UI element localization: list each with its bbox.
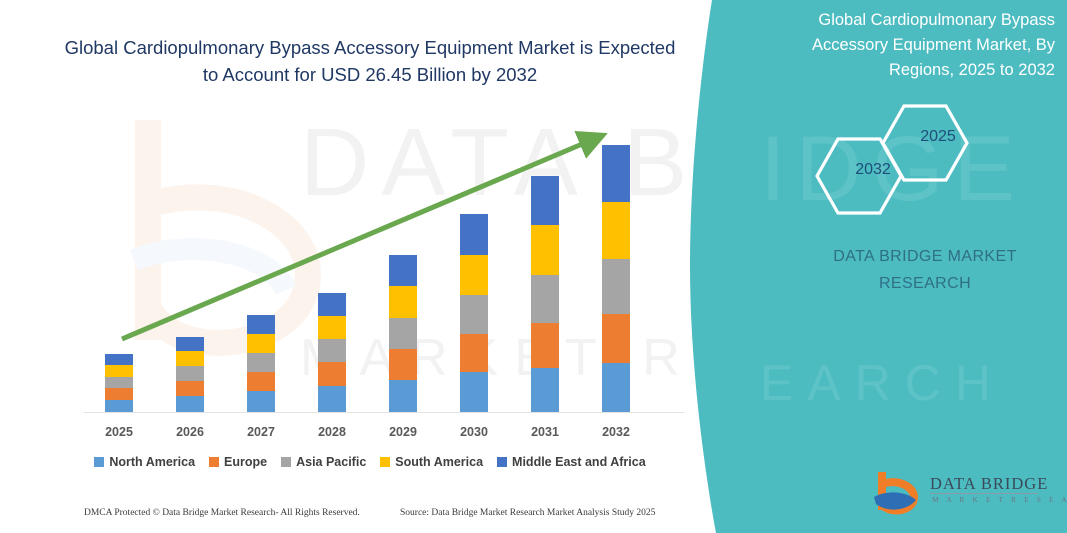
bar-segment[interactable]	[389, 318, 417, 349]
legend-label: South America	[395, 455, 484, 469]
bar-segment[interactable]	[247, 315, 275, 334]
legend-label: Europe	[224, 455, 268, 469]
bar-segment[interactable]	[247, 372, 275, 391]
hexagon-2025	[881, 104, 969, 182]
chart-baseline	[84, 412, 684, 413]
legend-item[interactable]: Middle East and Africa	[497, 455, 646, 469]
trend-arrow-icon	[121, 131, 608, 342]
legend-label: Middle East and Africa	[512, 455, 646, 469]
bar-segment[interactable]	[531, 368, 559, 412]
x-tick-2027: 2027	[247, 425, 275, 439]
bar-segment[interactable]	[105, 354, 133, 365]
bar-segment[interactable]	[247, 334, 275, 353]
bar-2031[interactable]	[531, 176, 559, 412]
bar-segment[interactable]	[531, 176, 559, 225]
bar-segment[interactable]	[105, 377, 133, 388]
legend-label: North America	[109, 455, 196, 469]
bar-2029[interactable]	[389, 255, 417, 412]
logo-name: DATA BRIDGE	[930, 474, 1049, 493]
legend-swatch-icon	[281, 457, 292, 467]
bar-segment[interactable]	[460, 295, 488, 334]
legend-item[interactable]: South America	[380, 455, 483, 469]
page-title: Global Cardiopulmonary Bypass Accessory …	[64, 37, 676, 85]
legend-item[interactable]: Asia Pacific	[281, 455, 366, 469]
hexagon-2025-label: 2025	[920, 128, 956, 145]
bar-2025[interactable]	[105, 354, 133, 412]
bar-segment[interactable]	[105, 400, 133, 412]
legend-swatch-icon	[209, 457, 220, 467]
bar-segment[interactable]	[176, 396, 204, 412]
bar-segment[interactable]	[318, 362, 346, 386]
hexagon-2032	[815, 137, 903, 215]
logo-mark-icon	[874, 472, 919, 515]
bar-segment[interactable]	[460, 334, 488, 372]
bar-segment[interactable]	[176, 366, 204, 381]
bar-segment[interactable]	[460, 372, 488, 412]
left-panel: Global Cardiopulmonary Bypass Accessory …	[0, 37, 740, 518]
x-tick-2026: 2026	[176, 425, 204, 439]
bar-2032[interactable]	[602, 145, 630, 412]
svg-text:EARCH: EARCH	[760, 355, 1005, 411]
logo-subtitle: M A R K E T R E S E A R C H	[932, 495, 1067, 504]
bar-segment[interactable]	[105, 365, 133, 377]
bar-segment[interactable]	[531, 225, 559, 275]
hexagon-2032-label: 2032	[855, 161, 891, 178]
legend-swatch-icon	[497, 457, 508, 467]
bar-segment[interactable]	[318, 293, 346, 316]
x-tick-2030: 2030	[460, 425, 488, 439]
bar-segment[interactable]	[389, 286, 417, 318]
bar-segment[interactable]	[531, 275, 559, 323]
brand-name: DATA BRIDGE MARKET RESEARCH	[833, 248, 1017, 292]
right-panel-title: Global Cardiopulmonary Bypass Accessory …	[811, 11, 1055, 79]
bar-segment[interactable]	[602, 363, 630, 412]
bar-segment[interactable]	[602, 145, 630, 202]
company-logo: DATA BRIDGE M A R K E T R E S E A R C H	[872, 470, 1067, 516]
x-tick-2029: 2029	[389, 425, 417, 439]
bar-segment[interactable]	[531, 323, 559, 368]
bar-segment[interactable]	[389, 380, 417, 412]
bar-2030[interactable]	[460, 214, 488, 412]
bar-segment[interactable]	[318, 339, 346, 362]
legend-item[interactable]: Europe	[209, 455, 267, 469]
bar-segment[interactable]	[389, 255, 417, 286]
bar-segment[interactable]	[602, 202, 630, 259]
bar-segment[interactable]	[460, 214, 488, 255]
x-tick-2025: 2025	[105, 425, 133, 439]
x-tick-2032: 2032	[602, 425, 630, 439]
bar-2027[interactable]	[247, 315, 275, 412]
x-tick-2028: 2028	[318, 425, 346, 439]
logo-divider	[930, 493, 1038, 494]
legend-swatch-icon	[380, 457, 391, 467]
stacked-bar-chart: 2025 2026 2027 2028 2029 2030 2031 2032	[84, 131, 684, 439]
bar-segment[interactable]	[318, 316, 346, 339]
bar-segment[interactable]	[247, 353, 275, 372]
chart-legend: North America Europe Asia Pacific South Ame…	[0, 455, 740, 469]
bar-2028[interactable]	[318, 293, 346, 412]
footer-source: Source: Data Bridge Market Research Mark…	[400, 508, 656, 518]
bar-segment[interactable]	[602, 259, 630, 314]
bar-segment[interactable]	[318, 386, 346, 412]
bar-segment[interactable]	[176, 337, 204, 351]
bar-segment[interactable]	[247, 391, 275, 412]
legend-item[interactable]: North America	[94, 455, 195, 469]
bar-2026[interactable]	[176, 337, 204, 412]
x-tick-2031: 2031	[531, 425, 559, 439]
bar-segment[interactable]	[176, 351, 204, 366]
legend-label: Asia Pacific	[296, 455, 367, 469]
bar-segment[interactable]	[389, 349, 417, 380]
bar-segment[interactable]	[460, 255, 488, 295]
bar-segment[interactable]	[176, 381, 204, 396]
bar-segment[interactable]	[105, 388, 133, 400]
footer-copyright: DMCA Protected © Data Bridge Market Rese…	[84, 508, 360, 518]
legend-swatch-icon	[94, 457, 105, 467]
bar-segment[interactable]	[602, 314, 630, 363]
